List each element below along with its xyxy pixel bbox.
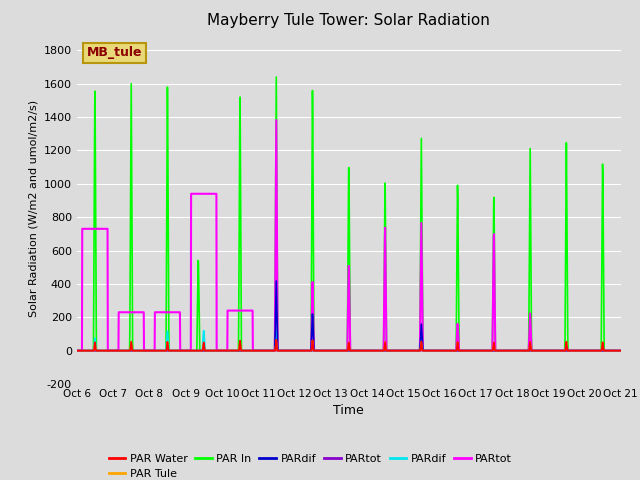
Y-axis label: Solar Radiation (W/m2 and umol/m2/s): Solar Radiation (W/m2 and umol/m2/s) [28,100,38,317]
Title: Mayberry Tule Tower: Solar Radiation: Mayberry Tule Tower: Solar Radiation [207,13,490,28]
X-axis label: Time: Time [333,405,364,418]
Text: MB_tule: MB_tule [86,47,142,60]
Legend: PAR Water, PAR Tule, PAR In, PARdif, PARtot, PARdif, PARtot: PAR Water, PAR Tule, PAR In, PARdif, PAR… [104,449,516,480]
